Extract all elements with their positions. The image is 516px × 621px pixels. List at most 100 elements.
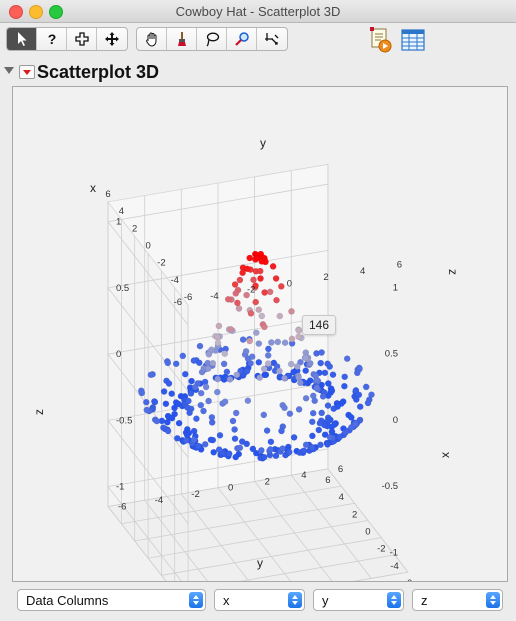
wall-gridline — [107, 183, 328, 223]
wall-gridline — [107, 221, 189, 326]
data-point — [227, 325, 235, 333]
data-point — [272, 275, 280, 282]
scroller-icon — [265, 33, 279, 45]
data-point — [343, 355, 351, 363]
data-point — [221, 398, 229, 406]
close-window-button[interactable] — [9, 5, 23, 19]
data-point — [215, 322, 223, 330]
scatterplot-3d-canvas[interactable]: 6420-2-4-66420-2-4-66420-2-4-66420-2-4-6… — [13, 87, 507, 581]
data-point — [242, 347, 250, 355]
script-button[interactable] — [368, 26, 394, 54]
data-point — [188, 377, 195, 385]
help-tool-button[interactable]: ? — [37, 28, 67, 50]
data-point — [232, 290, 240, 297]
data-point — [153, 417, 161, 425]
data-point — [255, 340, 263, 347]
data-point — [208, 419, 216, 426]
data-point — [302, 367, 310, 375]
data-table-button[interactable] — [400, 26, 426, 54]
arrow-tool-button[interactable] — [7, 28, 37, 50]
data-point — [317, 359, 325, 367]
data-point — [321, 431, 329, 439]
data-point — [276, 312, 284, 320]
column-dropdowns: Data Columns x y z — [0, 589, 516, 613]
data-point — [232, 453, 239, 461]
scroller-tool-button[interactable] — [257, 28, 287, 50]
data-point — [278, 427, 285, 435]
data-point — [209, 436, 217, 444]
z-tick-label-left: -0.5 — [382, 481, 398, 492]
data-point — [341, 373, 349, 381]
z-tick-label-left: -1 — [390, 547, 398, 558]
data-point — [252, 282, 259, 289]
data-point — [233, 371, 241, 379]
y-axis-label-front: y — [257, 556, 263, 570]
data-point — [181, 370, 189, 378]
data-point — [347, 414, 355, 421]
data-point — [236, 444, 244, 452]
data-point — [295, 333, 302, 341]
data-point — [165, 380, 173, 387]
x-column-dropdown-label: x — [223, 593, 230, 608]
data-table-icon — [401, 29, 425, 51]
data-point — [221, 350, 229, 358]
brush-icon — [177, 32, 186, 46]
lasso-tool-button[interactable] — [197, 28, 227, 50]
outline-title: Scatterplot 3D — [37, 62, 160, 82]
data-columns-dropdown[interactable]: Data Columns — [17, 589, 206, 611]
red-triangle-menu-button[interactable] — [19, 65, 35, 79]
selection-tool-button[interactable] — [67, 28, 97, 50]
scatterplot-3d-frame[interactable]: 6420-2-4-66420-2-4-66420-2-4-66420-2-4-6… — [12, 86, 508, 582]
data-point — [185, 397, 192, 405]
x-column-dropdown[interactable]: x — [214, 589, 305, 611]
data-point — [187, 390, 195, 397]
data-point — [308, 418, 316, 426]
script-icon — [370, 27, 392, 53]
grabber-tool-button[interactable] — [137, 28, 167, 50]
x-tick-label-right: -2 — [191, 489, 199, 500]
crosshair-tool-button[interactable] — [97, 28, 127, 50]
brush-tool-button[interactable] — [167, 28, 197, 50]
wall-gridline — [107, 382, 328, 421]
x-tick-label-left: 2 — [323, 272, 328, 283]
data-point — [260, 411, 268, 419]
data-point — [162, 400, 170, 408]
x-tick-label-left: 0 — [287, 278, 292, 289]
y-tick-label-front: 6 — [325, 475, 330, 486]
data-point — [214, 375, 221, 383]
data-point — [324, 402, 332, 409]
data-point — [316, 419, 324, 427]
y-tick-label-front: -6 — [404, 578, 412, 581]
wall-gridline — [107, 420, 189, 524]
data-point — [143, 406, 151, 414]
data-point — [209, 359, 217, 367]
data-point — [179, 352, 187, 360]
disclosure-triangle-icon[interactable] — [4, 67, 14, 74]
data-point — [352, 396, 360, 403]
y-column-dropdown[interactable]: y — [313, 589, 404, 611]
zoom-window-button[interactable] — [49, 5, 63, 19]
x-axis-label-right: x — [438, 452, 452, 458]
data-point — [326, 363, 334, 370]
x-tick-label-left: 6 — [397, 260, 402, 271]
data-point — [243, 440, 250, 448]
data-point — [250, 276, 257, 284]
x-tick-label-left: -4 — [210, 291, 218, 302]
magnifier-tool-button[interactable] — [227, 28, 257, 50]
point-label-tooltip: 146 — [302, 315, 337, 335]
z-column-dropdown[interactable]: z — [412, 589, 503, 611]
y-tick-label-front: -4 — [390, 561, 398, 572]
dropdown-arrows-icon — [387, 592, 401, 608]
arrow-icon — [17, 32, 26, 46]
data-point — [309, 432, 316, 440]
data-point — [288, 335, 296, 343]
data-point — [267, 446, 274, 453]
x-tick-label-left: -2 — [247, 285, 255, 296]
window-titlebar: Cowboy Hat - Scatterplot 3D — [0, 0, 516, 23]
data-point — [223, 368, 231, 376]
minimize-window-button[interactable] — [29, 5, 43, 19]
plot-gridlines — [107, 164, 409, 581]
data-point — [311, 397, 319, 405]
data-point — [168, 414, 176, 422]
data-point — [248, 353, 256, 361]
